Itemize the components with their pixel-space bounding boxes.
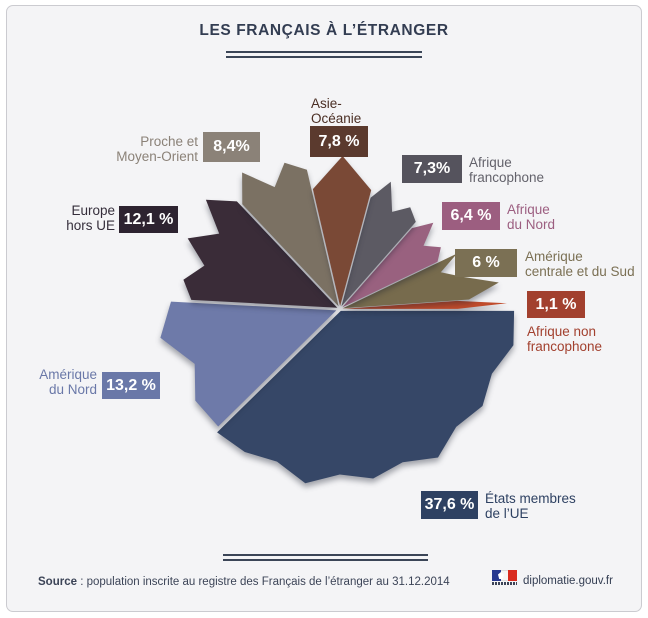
pie-slice-afrique-du-nord [342, 222, 441, 308]
value-badge: 1,1 % [527, 291, 585, 318]
label-europe-hors-ue: Europe hors UE 12,1 % [33, 203, 178, 233]
value-badge: 6 % [455, 249, 517, 277]
slice-label: Afrique francophone [469, 155, 545, 185]
label-asie-oceanie: Asie- Océanie 7,8 % [310, 96, 368, 157]
label-amerique-du-nord: Amérique du Nord 13,2 % [10, 367, 160, 399]
pie-slice-asie-oceanie [312, 156, 372, 306]
label-etats-membres-ue: 37,6 % États membres de l’UE [421, 491, 576, 521]
value-badge: 7,3% [402, 155, 462, 183]
value-badge: 13,2 % [102, 372, 160, 399]
source-note: Source : population inscrite au registre… [38, 576, 450, 588]
label-afrique-du-nord: 6,4 % Afrique du Nord [442, 202, 555, 232]
slice-label: Asie- Océanie [311, 96, 362, 126]
chart-title: LES FRANÇAIS À L’ÉTRANGER [199, 22, 449, 39]
value-badge: 37,6 % [421, 491, 478, 519]
label-afrique-non-francophone: 1,1 % Afrique non francophone [527, 291, 602, 354]
label-proche-moyen-orient: Proche et Moyen-Orient 8,4% [60, 132, 260, 164]
footer-divider [223, 554, 428, 561]
slice-label: Amérique centrale et du Sud [525, 249, 635, 279]
slice-label: États membres de l’UE [485, 491, 576, 521]
pie-slice-amerique-centrale-et-du-sud [342, 253, 499, 309]
website-url: diplomatie.gouv.fr [523, 575, 613, 587]
value-badge: 7,8 % [310, 126, 368, 157]
pie-slice-europe-hors-ue [183, 199, 338, 308]
pie-slice-proche-et-moyen-orient [242, 162, 339, 307]
value-badge: 12,1 % [119, 206, 178, 233]
label-afrique-francophone: 7,3% Afrique francophone [402, 155, 544, 185]
slice-label: Europe hors UE [66, 203, 115, 233]
value-badge: 6,4 % [442, 202, 500, 230]
slice-label: Amérique du Nord [39, 367, 97, 397]
pie-slice-afrique-non-francophone [342, 300, 507, 309]
slice-label: Afrique non francophone [527, 324, 603, 354]
slice-label: Proche et Moyen-Orient [116, 134, 198, 164]
pie-slice-etats-membres-de-l-ue [217, 310, 515, 484]
french-government-flag-icon [492, 570, 517, 586]
pie-slice-amerique-du-nord [160, 301, 337, 427]
label-amerique-centrale-sud: 6 % Amérique centrale et du Sud [455, 249, 635, 279]
value-badge: 8,4% [203, 132, 260, 162]
pie-slice-afrique-francophone [341, 181, 416, 307]
slice-label: Afrique du Nord [507, 202, 556, 232]
title-divider [226, 51, 422, 58]
